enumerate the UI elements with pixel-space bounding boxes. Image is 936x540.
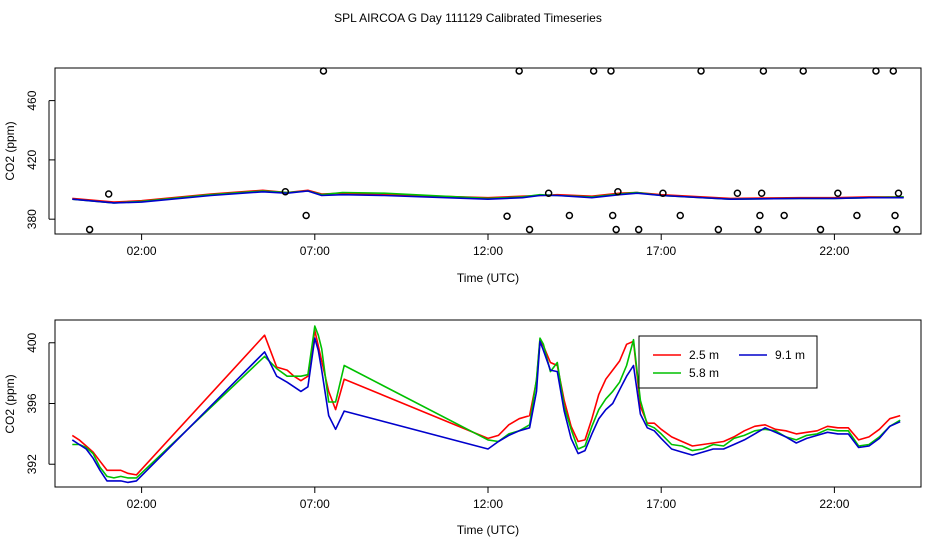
data-point xyxy=(816,225,825,234)
legend-label-9-1m: 9.1 m xyxy=(775,348,805,362)
data-point xyxy=(104,190,113,198)
y-tick-label: 460 xyxy=(25,90,39,110)
bottom-panel-series xyxy=(71,325,901,484)
x-tick-label: 22:00 xyxy=(819,244,849,258)
data-point xyxy=(697,67,705,75)
data-point xyxy=(319,67,328,75)
x-tick-label: 02:00 xyxy=(127,497,157,511)
data-point xyxy=(894,189,903,197)
x-tick-label: 07:00 xyxy=(300,497,330,511)
data-point xyxy=(889,67,898,75)
x-tick-label: 22:00 xyxy=(819,497,849,511)
data-point xyxy=(614,188,622,196)
data-point xyxy=(85,225,94,234)
data-point xyxy=(302,211,310,220)
figure-title: SPL AIRCOA G Day 111129 Calibrated Times… xyxy=(334,11,602,25)
x-tick-label: 07:00 xyxy=(300,244,330,258)
data-point xyxy=(733,189,742,197)
legend-box xyxy=(638,335,818,389)
top-panel-series xyxy=(72,189,904,204)
data-point xyxy=(893,225,901,234)
legend-label-5-8m: 5.8 m xyxy=(689,366,719,380)
bottom-panel-x-axis: 02:00 07:00 12:00 17:00 22:00 xyxy=(127,487,850,511)
data-point xyxy=(634,225,643,234)
top-panel: 380 420 460 02:00 07:00 12:00 17:00 22:00 CO2 … xyxy=(3,67,922,285)
legend-label-2-5m: 2.5 m xyxy=(689,348,719,362)
data-point xyxy=(754,225,762,234)
data-point xyxy=(659,189,667,197)
data-point xyxy=(281,188,290,196)
data-point xyxy=(607,67,615,75)
y-tick-label: 380 xyxy=(25,209,39,229)
x-tick-label: 17:00 xyxy=(646,244,676,258)
data-point xyxy=(756,211,764,220)
data-point xyxy=(834,189,842,197)
bottom-panel-y-axis: 392 396 400 xyxy=(25,332,55,474)
data-point xyxy=(714,225,723,234)
top-panel-points xyxy=(85,67,903,234)
data-point xyxy=(612,225,620,234)
bottom-panel-ylabel: CO2 (ppm) xyxy=(3,374,17,433)
x-tick-label: 12:00 xyxy=(473,497,503,511)
data-point xyxy=(589,67,598,75)
y-tick-label: 396 xyxy=(25,393,39,413)
top-panel-y-axis: 380 420 460 xyxy=(25,90,55,229)
legend: 2.5 m 9.1 m 5.8 m xyxy=(638,335,818,389)
data-point xyxy=(759,67,768,75)
y-tick-label: 400 xyxy=(25,332,39,352)
bottom-panel-xlabel: Time (UTC) xyxy=(457,523,519,537)
series-line-9-1-m xyxy=(71,337,901,484)
top-panel-xlabel: Time (UTC) xyxy=(457,271,519,285)
x-tick-label: 12:00 xyxy=(473,244,503,258)
y-tick-label: 392 xyxy=(25,454,39,474)
series-line-2-5-m xyxy=(71,329,901,476)
series-line-9-1-m xyxy=(72,190,904,204)
top-panel-x-axis: 02:00 07:00 12:00 17:00 22:00 xyxy=(127,234,850,258)
data-point xyxy=(515,67,523,75)
bottom-panel: 392 396 400 02:00 07:00 12:00 17:00 22:00 CO2 … xyxy=(3,319,922,537)
data-point xyxy=(891,211,899,220)
data-point xyxy=(676,211,685,220)
data-point xyxy=(853,211,861,220)
top-panel-ylabel: CO2 (ppm) xyxy=(3,121,17,180)
x-tick-label: 17:00 xyxy=(646,497,676,511)
data-point xyxy=(799,67,807,75)
data-point xyxy=(608,211,617,220)
data-point xyxy=(757,189,766,197)
data-point xyxy=(544,189,553,197)
data-point xyxy=(525,225,534,234)
data-point xyxy=(565,211,574,220)
data-point xyxy=(503,212,511,220)
y-tick-label: 420 xyxy=(25,150,39,170)
x-tick-label: 02:00 xyxy=(127,244,157,258)
data-point xyxy=(780,211,788,220)
data-point xyxy=(872,67,880,75)
